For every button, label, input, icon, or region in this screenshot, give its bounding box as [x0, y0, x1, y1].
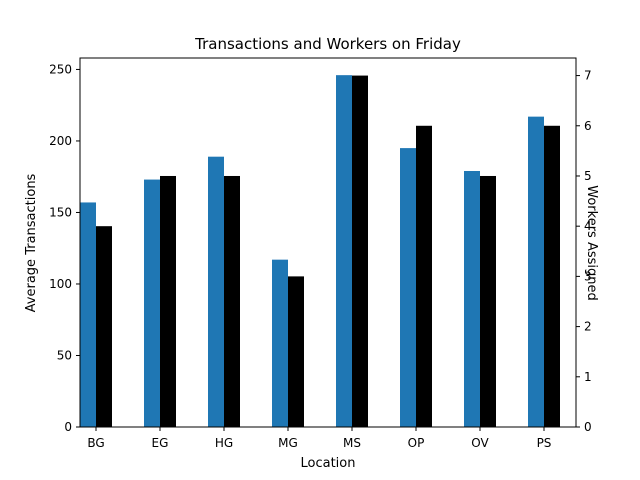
- workers-bar-MG: [288, 276, 304, 427]
- x-tick-label: EG: [152, 436, 169, 450]
- transactions-bar-OV: [464, 170, 480, 427]
- y-axis-label: Average Transactions: [24, 173, 39, 312]
- x-tick-label: PS: [537, 436, 552, 450]
- transactions-bar-PS: [528, 116, 544, 428]
- x-tick-label: OP: [408, 436, 425, 450]
- y2-tick-label: 1: [584, 370, 592, 384]
- y2-tick-label: 3: [584, 269, 592, 283]
- y-tick-label: 150: [49, 205, 72, 219]
- x-tick-label: OV: [471, 436, 489, 450]
- x-axis-label: Location: [301, 456, 356, 471]
- transactions-bar-EG: [144, 179, 160, 427]
- y2-axis-label: Workers Assigned: [584, 185, 599, 301]
- right-axis-ticks: 0 1 2 3 4 5 6 7: [576, 69, 592, 434]
- y2-tick-label: 5: [584, 169, 592, 183]
- workers-bar-OP: [416, 125, 432, 427]
- workers-bar-OV: [480, 175, 496, 427]
- x-tick-label: MG: [278, 436, 298, 450]
- workers-bar-HG: [224, 175, 240, 427]
- workers-bar-MS: [352, 75, 368, 428]
- transactions-bar-BG: [80, 202, 96, 427]
- y-tick-label: 250: [49, 62, 72, 76]
- y-tick-label: 50: [57, 348, 72, 362]
- y2-tick-label: 7: [584, 69, 592, 83]
- y2-tick-label: 4: [584, 219, 592, 233]
- y2-tick-label: 0: [584, 420, 592, 434]
- left-axis-ticks: 0 50 100 150 200 250: [49, 62, 80, 434]
- transactions-bar-HG: [208, 156, 224, 428]
- workers-bar-BG: [96, 226, 112, 427]
- workers-bar-EG: [160, 175, 176, 427]
- y-tick-label: 100: [49, 277, 72, 291]
- y2-tick-label: 6: [584, 119, 592, 133]
- x-tick-label: HG: [215, 436, 233, 450]
- transactions-bar-MG: [272, 259, 288, 427]
- x-tick-label: BG: [87, 436, 104, 450]
- x-tick-label: MS: [343, 436, 361, 450]
- bars-layer: [80, 75, 560, 428]
- y2-tick-label: 2: [584, 320, 592, 334]
- workers-bar-PS: [544, 125, 560, 427]
- transactions-bar-OP: [400, 148, 416, 427]
- chart-title: Transactions and Workers on Friday: [194, 35, 461, 53]
- x-axis-ticks: BG EG HG MG MS OP OV PS: [87, 427, 551, 450]
- y-tick-label: 200: [49, 134, 72, 148]
- y-tick-label: 0: [64, 420, 72, 434]
- plot-frame: [79, 57, 577, 428]
- transactions-bar-MS: [336, 75, 352, 428]
